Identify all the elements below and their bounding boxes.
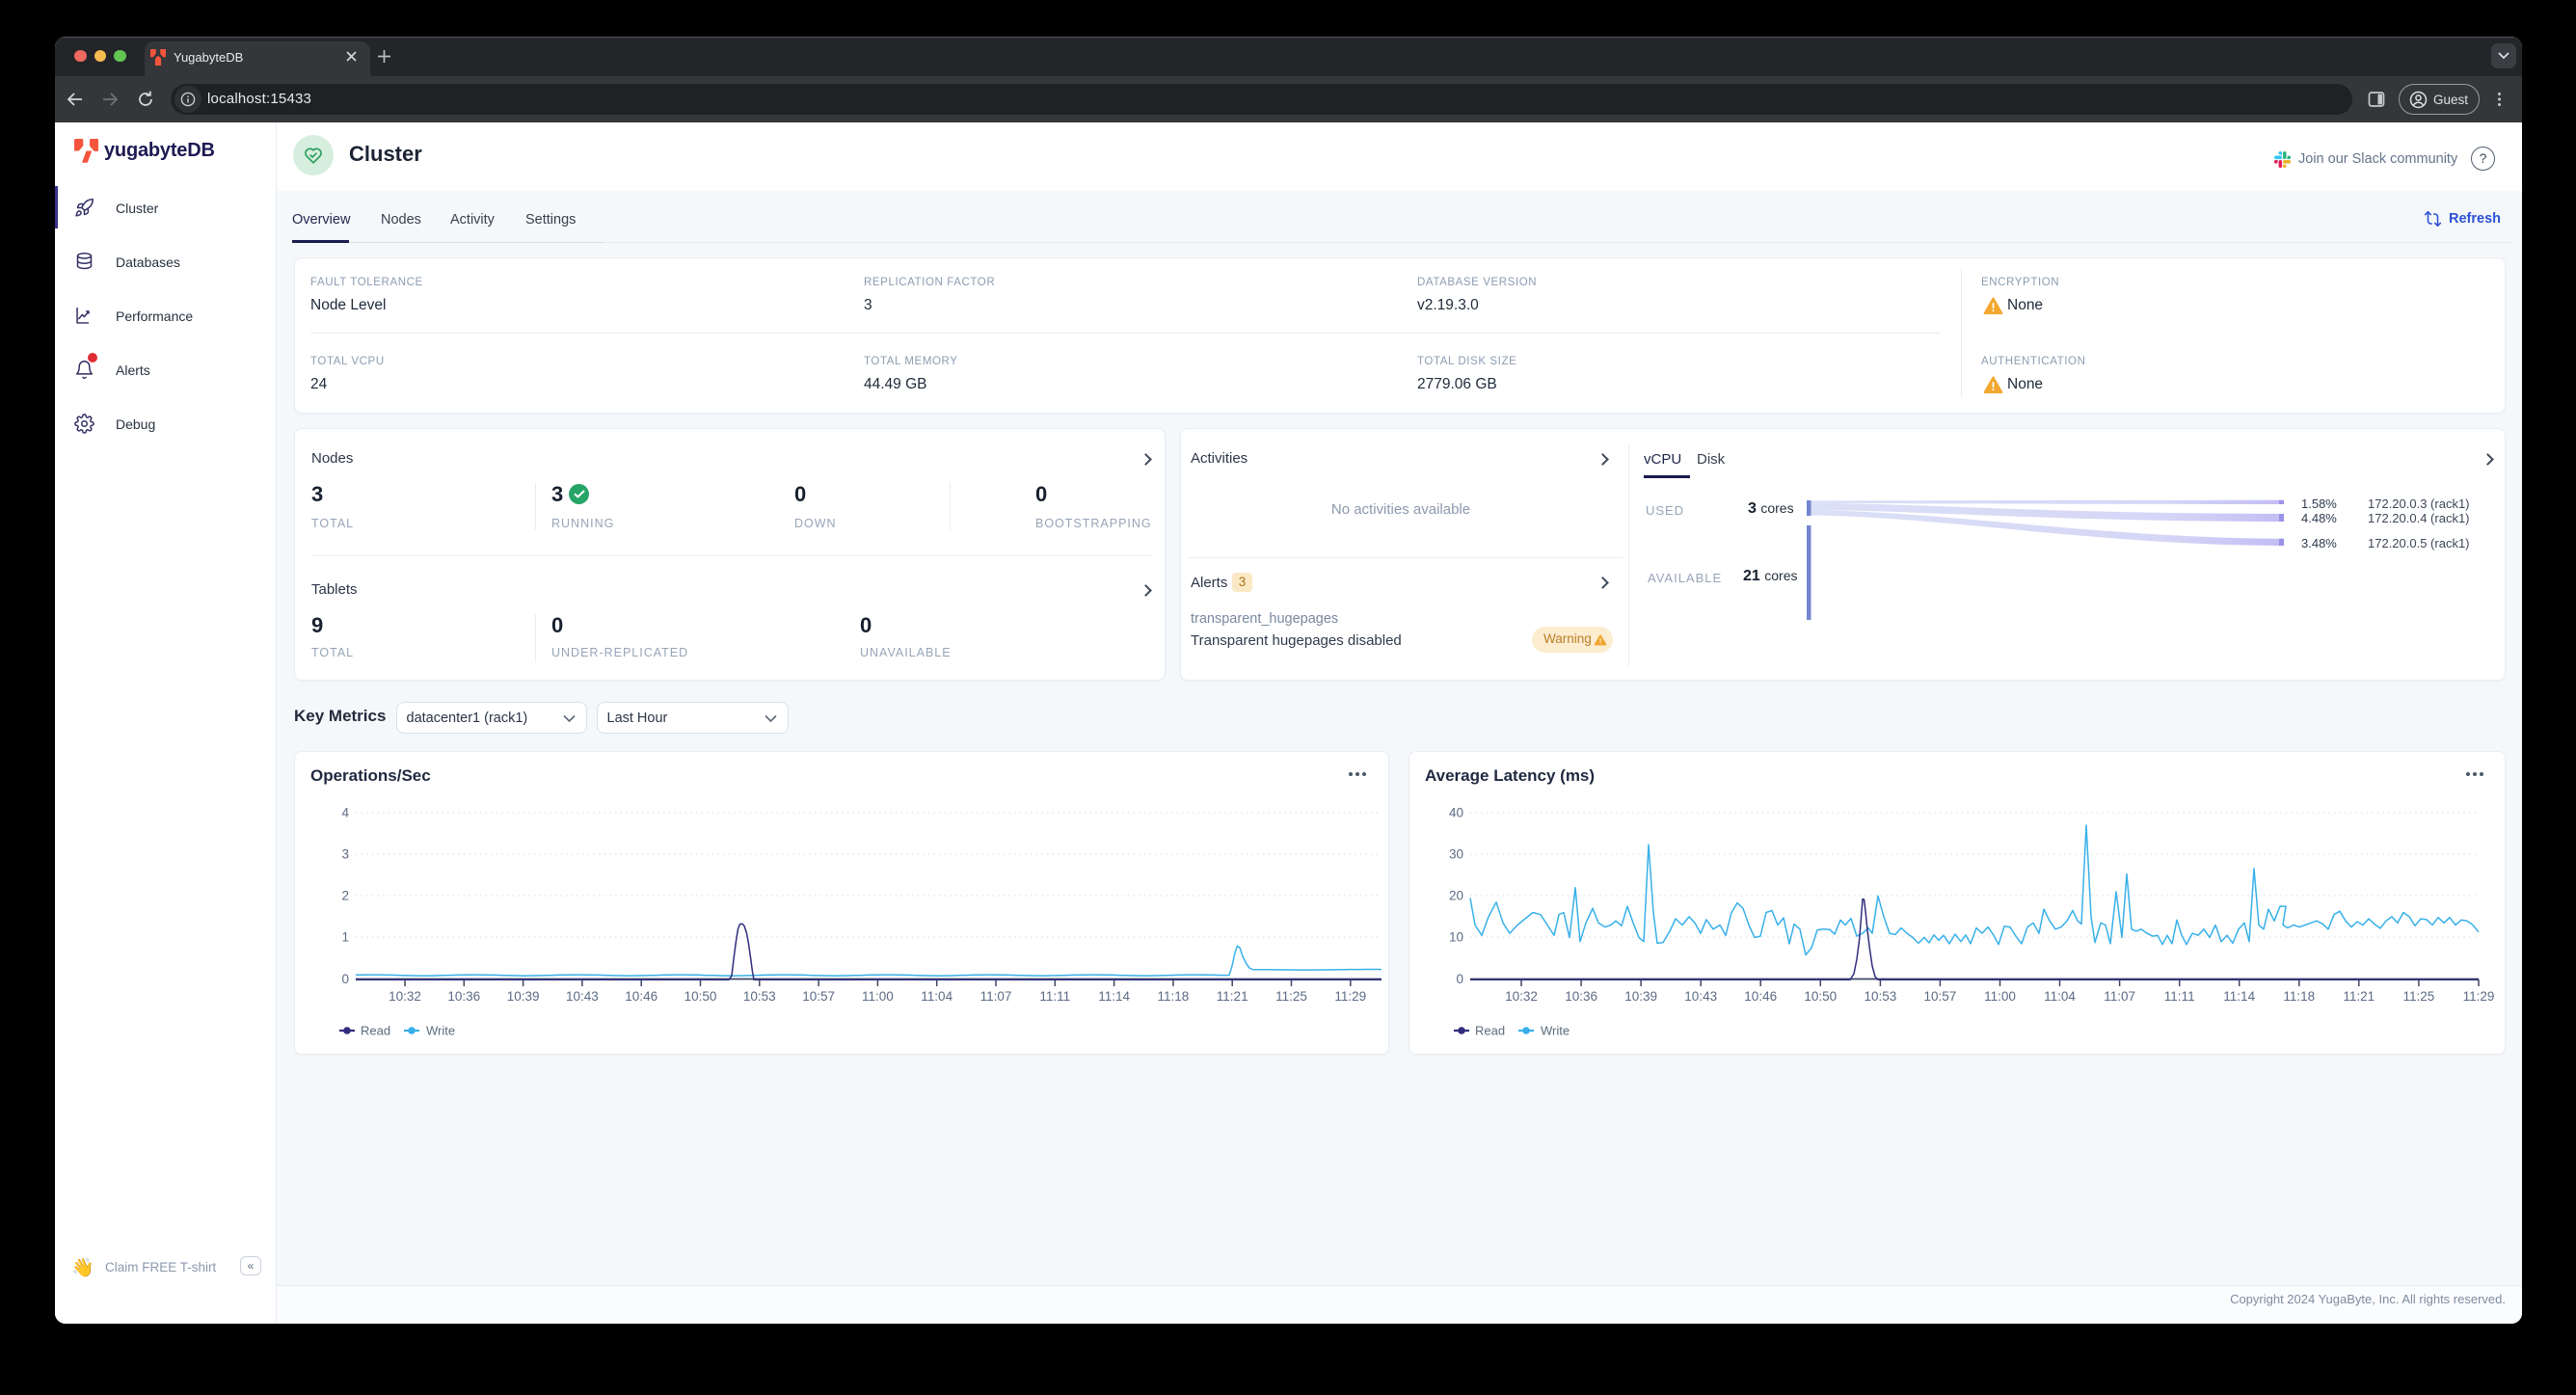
svg-text:0: 0 xyxy=(341,972,349,986)
svg-text:11:07: 11:07 xyxy=(980,989,1012,1004)
svg-text:11:14: 11:14 xyxy=(2223,989,2255,1004)
svg-text:30: 30 xyxy=(1449,847,1463,862)
svg-text:4: 4 xyxy=(341,806,349,820)
svg-text:11:04: 11:04 xyxy=(921,989,953,1004)
svg-text:10:36: 10:36 xyxy=(447,989,480,1004)
svg-text:10:46: 10:46 xyxy=(625,989,657,1004)
svg-text:10:50: 10:50 xyxy=(1804,989,1837,1004)
svg-text:11:11: 11:11 xyxy=(1039,989,1070,1004)
svg-text:11:25: 11:25 xyxy=(1275,989,1307,1004)
svg-text:Write: Write xyxy=(1541,1024,1570,1038)
svg-text:10:43: 10:43 xyxy=(566,989,599,1004)
svg-text:Read: Read xyxy=(361,1024,390,1038)
svg-text:11:21: 11:21 xyxy=(1217,989,1248,1004)
svg-text:10:46: 10:46 xyxy=(1744,989,1777,1004)
svg-text:11:07: 11:07 xyxy=(2104,989,2135,1004)
svg-text:10:32: 10:32 xyxy=(389,989,421,1004)
svg-text:10:36: 10:36 xyxy=(1565,989,1597,1004)
svg-text:Write: Write xyxy=(426,1024,455,1038)
svg-text:10:57: 10:57 xyxy=(802,989,835,1004)
svg-text:2: 2 xyxy=(341,889,349,903)
svg-text:11:11: 11:11 xyxy=(2164,989,2195,1004)
svg-text:11:29: 11:29 xyxy=(1334,989,1366,1004)
svg-text:10:53: 10:53 xyxy=(1865,989,1897,1004)
svg-text:40: 40 xyxy=(1449,806,1463,820)
svg-text:11:18: 11:18 xyxy=(1158,989,1190,1004)
svg-text:11:14: 11:14 xyxy=(1098,989,1130,1004)
svg-text:11:25: 11:25 xyxy=(2403,989,2435,1004)
svg-text:10:39: 10:39 xyxy=(1624,989,1657,1004)
svg-text:11:00: 11:00 xyxy=(862,989,894,1004)
svg-text:10:39: 10:39 xyxy=(507,989,540,1004)
svg-text:10:53: 10:53 xyxy=(743,989,776,1004)
svg-text:10:43: 10:43 xyxy=(1684,989,1717,1004)
svg-text:10:50: 10:50 xyxy=(684,989,717,1004)
svg-text:Read: Read xyxy=(1475,1024,1505,1038)
svg-text:10:32: 10:32 xyxy=(1505,989,1538,1004)
svg-text:11:21: 11:21 xyxy=(2343,989,2375,1004)
svg-text:0: 0 xyxy=(1456,972,1463,986)
svg-text:11:18: 11:18 xyxy=(2283,989,2315,1004)
svg-text:10: 10 xyxy=(1449,930,1463,945)
svg-text:1: 1 xyxy=(341,930,349,945)
svg-text:3: 3 xyxy=(341,847,349,862)
svg-text:11:00: 11:00 xyxy=(1984,989,2016,1004)
svg-text:20: 20 xyxy=(1449,889,1463,903)
svg-text:10:57: 10:57 xyxy=(1924,989,1957,1004)
svg-text:11:04: 11:04 xyxy=(2044,989,2076,1004)
svg-text:11:29: 11:29 xyxy=(2463,989,2495,1004)
